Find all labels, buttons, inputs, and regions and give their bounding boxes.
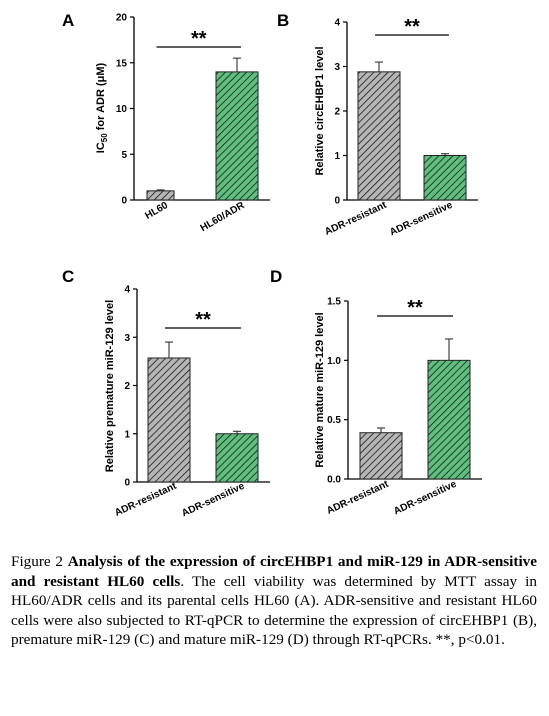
y-tick-label: 1 bbox=[334, 151, 340, 162]
bar-adr-resistant bbox=[357, 71, 401, 201]
y-axis-label: IC50 for ADR (μM) bbox=[95, 62, 109, 153]
y-tick-label: 2 bbox=[334, 107, 340, 118]
x-category-label: ADR-sensitive bbox=[180, 481, 246, 520]
panel-letter: B bbox=[277, 11, 289, 30]
x-category-label: ADR-sensitive bbox=[392, 479, 458, 518]
panel-letter: A bbox=[62, 11, 74, 30]
y-tick-label: 0 bbox=[334, 196, 340, 207]
x-category-label: ADR-resistant bbox=[323, 199, 389, 237]
y-tick-label: 4 bbox=[334, 18, 340, 29]
y-tick-label: 0.5 bbox=[327, 415, 341, 426]
panel-c: C 0 1 2 3 4 ADR-resistant ADR-sensitive ** Relati… bbox=[62, 267, 270, 519]
significance-marker: ** bbox=[191, 28, 207, 50]
figure-caption: Figure 2 Analysis of the expression of c… bbox=[11, 552, 537, 650]
x-category-label: ADR-sensitive bbox=[388, 200, 454, 239]
caption-title: Analysis of the expression of circEHBP1 … bbox=[11, 553, 538, 590]
bar-adr-sensitive bbox=[423, 155, 467, 201]
y-tick-label: 0 bbox=[124, 478, 130, 489]
y-tick-label: 10 bbox=[116, 104, 128, 115]
y-tick-label: 3 bbox=[124, 333, 130, 344]
y-tick-label: 20 bbox=[116, 13, 128, 24]
panel-b: B 0 1 2 3 4 ADR-resistant ADR-sensitive ** Relati… bbox=[277, 11, 478, 238]
bar-hl60-adr bbox=[215, 71, 259, 201]
caption-prefix: Figure 2 bbox=[11, 553, 68, 570]
significance-marker: ** bbox=[195, 309, 211, 331]
y-tick-label: 1 bbox=[124, 429, 130, 440]
panel-letter: D bbox=[270, 267, 282, 286]
bar-adr-resistant bbox=[359, 432, 403, 480]
y-tick-label: 5 bbox=[121, 150, 127, 161]
bar-hl60 bbox=[146, 190, 175, 201]
significance-marker: ** bbox=[407, 297, 423, 319]
bar-adr-sensitive bbox=[215, 433, 259, 483]
y-axis-label: Relative mature miR-129 level bbox=[314, 312, 326, 467]
bar-adr-resistant bbox=[147, 357, 191, 483]
y-tick-label: 0 bbox=[121, 196, 127, 207]
y-axis-label: Relative circEHBP1 level bbox=[314, 46, 326, 175]
x-category-label: ADR-resistant bbox=[113, 480, 179, 518]
bar-adr-sensitive bbox=[427, 359, 471, 480]
y-tick-label: 4 bbox=[124, 285, 130, 296]
y-tick-label: 2 bbox=[124, 381, 130, 392]
caption-body: . The cell viability was determined by M… bbox=[11, 572, 538, 649]
x-category-label: HL60 bbox=[143, 200, 170, 222]
y-tick-label: 15 bbox=[116, 58, 128, 69]
y-tick-label: 3 bbox=[334, 62, 340, 73]
y-tick-label: 1.0 bbox=[327, 356, 341, 367]
y-tick-label: 1.5 bbox=[327, 297, 341, 308]
significance-marker: ** bbox=[404, 16, 420, 38]
y-axis-label: Relative premature miR-129 level bbox=[104, 300, 116, 472]
panel-a: A 0 5 10 15 20 HL60 HL60/ADR ** IC50 for ADR (μM) bbox=[62, 11, 270, 234]
x-category-label: HL60/ADR bbox=[199, 200, 248, 234]
y-tick-label: 0.0 bbox=[327, 475, 341, 486]
panel-letter: C bbox=[62, 267, 74, 286]
